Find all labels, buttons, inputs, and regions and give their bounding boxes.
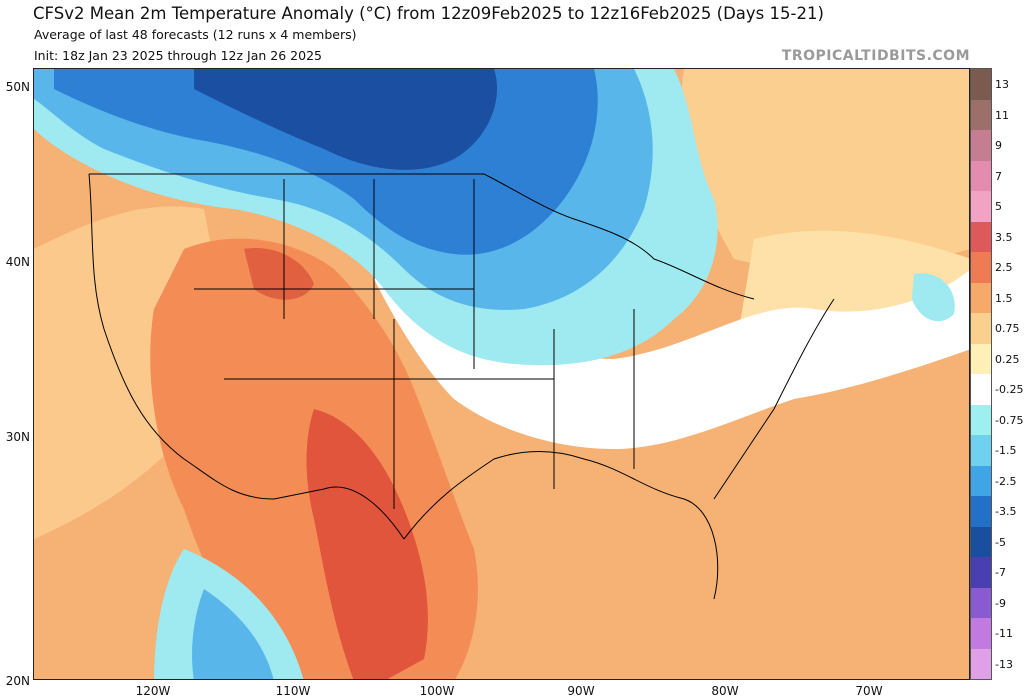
colorbar-swatch [971,526,991,557]
colorbar-swatch [971,252,991,283]
colorbar-swatch [971,618,991,649]
colorbar-swatch [971,221,991,252]
init-text: Init: 18z Jan 23 2025 through 12z Jan 26… [34,48,322,63]
colorbar-swatch [971,496,991,527]
colorbar-label: 0.25 [995,352,1020,366]
colorbar-label: 2.5 [995,261,1013,274]
colorbar-swatch [971,69,991,100]
neutral-anomaly-band [374,259,969,449]
colorbar-label: 1.5 [995,291,1013,305]
colorbar-swatch [971,130,991,161]
colorbar-label: 11 [995,108,1009,122]
colorbar-label: -9 [995,596,1006,610]
colorbar-label: -13 [995,657,1013,671]
colorbar-label: -2.5 [995,474,1017,488]
colorbar-label: -0.75 [995,413,1024,427]
map-title: CFSv2 Mean 2m Temperature Anomaly (°C) f… [33,4,824,23]
colorbar-label: -11 [995,627,1013,640]
colorbar-swatch [971,282,991,313]
lon-label: 90W [567,684,595,698]
warm-anomaly-region [681,69,969,270]
colorbar-swatch [971,160,991,191]
lon-label: 110W [275,684,311,698]
colorbar-label: -7 [995,566,1006,579]
colorbar-label: 9 [995,139,1002,152]
colorbar-label: -3.5 [995,505,1017,518]
map-subtitle: Average of last 48 forecasts (12 runs x … [34,27,357,42]
lat-label: 30N [5,430,30,444]
colorbar-label: -0.25 [995,383,1024,396]
colorbar-label: 3.5 [995,230,1013,244]
lon-label: 80W [711,684,739,698]
colorbar-swatch [971,374,991,405]
lon-label: 120W [135,684,171,698]
cold-anomaly-region [192,589,274,679]
temperature-anomaly-map[interactable] [33,68,970,680]
map-svg [34,69,969,679]
lat-label: 20N [5,674,30,688]
political-borders [88,173,835,600]
colorbar-label: -1.5 [995,444,1017,457]
header: CFSv2 Mean 2m Temperature Anomaly (°C) f… [0,0,1024,68]
cold-anomaly-region [912,273,955,322]
colorbar-swatch [971,191,991,222]
colorbar-label: -5 [995,535,1006,549]
colorbar-swatch [971,343,991,374]
colorbar-swatch [971,465,991,496]
east-coast [713,298,835,500]
lon-label: 70W [855,684,883,698]
colorbar-label: 7 [995,169,1002,183]
cold-anomaly-core [194,69,498,170]
colorbar-label: 5 [995,200,1002,213]
lat-label: 40N [5,255,30,269]
colorbar-swatch [971,435,991,466]
great-lakes-border [483,173,755,300]
hot-anomaly-core [306,409,428,679]
state-lines [194,179,635,509]
gulf-coast [403,451,719,600]
colorbar [970,68,992,680]
colorbar-swatch [971,648,991,679]
colorbar-swatch [971,404,991,435]
colorbar-label: 13 [995,78,1009,91]
colorbar-swatch [971,313,991,344]
us-west-coast-border [88,173,405,540]
colorbar-swatch [971,99,991,130]
brand-watermark: TROPICALTIDBITS.COM [781,48,970,64]
hot-anomaly-core [244,248,314,300]
colorbar-label: 0.75 [995,322,1020,335]
lat-label: 50N [5,80,30,94]
colorbar-swatch [971,587,991,618]
lon-label: 100W [419,684,455,698]
colorbar-swatch [971,557,991,588]
